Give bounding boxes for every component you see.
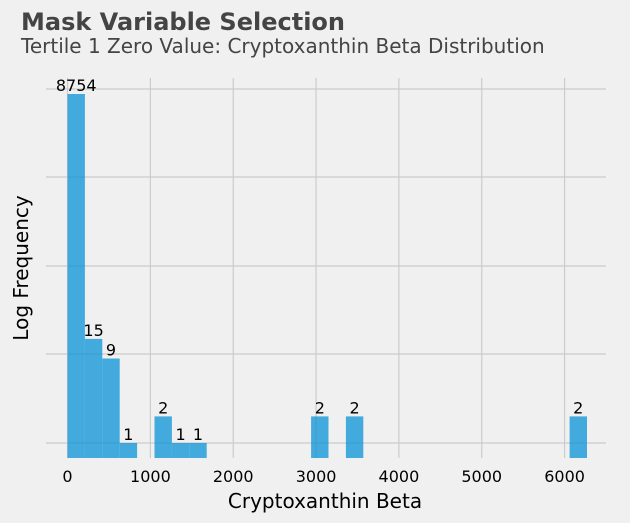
histogram-bar xyxy=(154,416,172,458)
histogram-bar xyxy=(569,416,587,458)
y-axis-label: Log Frequency xyxy=(9,195,33,341)
x-axis-label: Cryptoxanthin Beta xyxy=(228,489,422,513)
x-tick-label: 0 xyxy=(62,467,72,486)
bar-count-label: 15 xyxy=(83,321,103,340)
histogram-bar xyxy=(102,358,120,458)
x-tick-label: 3000 xyxy=(296,467,337,486)
bar-count-label: 2 xyxy=(315,398,325,417)
histogram-bar xyxy=(189,443,207,458)
bar-count-label: 1 xyxy=(123,425,133,444)
histogram-bar xyxy=(119,443,138,458)
histogram-bar xyxy=(67,94,85,458)
bar-count-label: 2 xyxy=(350,398,360,417)
bar-count-label: 9 xyxy=(106,341,116,360)
x-tick-label: 4000 xyxy=(379,467,420,486)
x-tick-labels: 0 1000 2000 3000 4000 5000 6000 xyxy=(62,467,585,486)
bar-count-label: 2 xyxy=(573,398,583,417)
bar-count-label: 8754 xyxy=(56,76,97,95)
chart-title: Mask Variable Selection xyxy=(21,8,345,36)
bar-count-label: 2 xyxy=(158,398,168,417)
histogram-bar xyxy=(345,416,364,458)
bar-count-label: 1 xyxy=(176,425,186,444)
x-tick-label: 6000 xyxy=(544,467,585,486)
x-tick-label: 1000 xyxy=(130,467,171,486)
bars-layer xyxy=(67,94,587,458)
bar-count-label: 1 xyxy=(193,425,203,444)
chart-subtitle: Tertile 1 Zero Value: Cryptoxanthin Beta… xyxy=(20,34,545,58)
histogram-bar xyxy=(171,443,190,458)
histogram-bar xyxy=(84,338,103,458)
grid-layer xyxy=(46,78,606,458)
x-tick-label: 5000 xyxy=(461,467,502,486)
x-tick-label: 2000 xyxy=(213,467,254,486)
histogram-bar xyxy=(311,416,329,458)
